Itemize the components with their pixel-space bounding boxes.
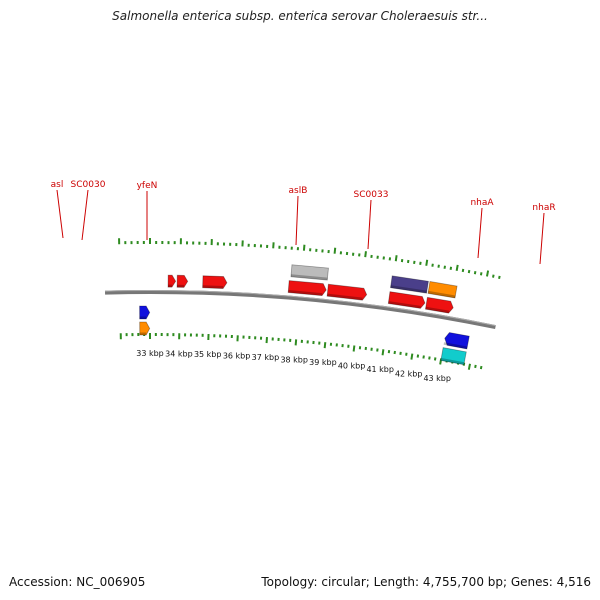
gene-label-texts: asl SC0030 yfeN aslB SC0033 nhaA nhaR <box>51 180 556 213</box>
backbone-highlight <box>104 290 496 327</box>
gene-shade <box>290 274 328 281</box>
outer-tick <box>443 265 446 269</box>
gene-label-yfeN: yfeN <box>137 181 158 191</box>
gene-shade <box>390 285 427 294</box>
gene-label-lines <box>56 189 545 265</box>
gene-SC0033 <box>326 283 368 301</box>
gene-aslB-gray <box>290 264 329 281</box>
kbp-label: 40 kbp <box>338 361 366 370</box>
label-line-nhaA <box>477 207 483 259</box>
outer-tick <box>455 264 459 272</box>
gene-label-SC0030: SC0030 <box>71 180 106 190</box>
gene-label-SC0033: SC0033 <box>354 190 389 200</box>
gene-label-asl: asl <box>51 180 64 190</box>
gene-gene-1 <box>167 274 177 288</box>
gene-shade <box>327 293 363 301</box>
gene-shade <box>443 342 468 349</box>
outer-tick <box>449 266 453 270</box>
genome-stats-text: Topology: circular; Length: 4,755,700 bp… <box>261 575 591 589</box>
kbp-label: 43 kbp <box>423 374 451 383</box>
gene-shade <box>440 357 465 365</box>
gene-orange-left <box>139 321 151 336</box>
gene-shade <box>288 290 323 296</box>
inner-tick <box>462 362 466 366</box>
gene-blue-right <box>444 332 470 350</box>
gene-nhaR <box>425 296 454 314</box>
gene-yfeN <box>202 275 228 289</box>
outer-tick <box>485 270 490 277</box>
inner-tick <box>474 364 477 369</box>
gene-gene-2 <box>176 274 189 288</box>
outer-tick <box>473 271 477 275</box>
gene-shade <box>428 290 456 298</box>
outer-tick <box>425 259 429 266</box>
kbp-label: 39 kbp <box>309 358 337 367</box>
gene-nhaA <box>387 291 426 309</box>
outer-tick <box>461 268 465 273</box>
gene-shade <box>425 306 450 314</box>
outer-tick-marks <box>118 238 501 280</box>
label-line-SC0030 <box>81 189 89 241</box>
gene-shade <box>139 316 147 320</box>
label-line-aslB <box>295 195 299 246</box>
inner-tick <box>381 349 385 356</box>
backbone-line <box>104 290 496 330</box>
gene-shade <box>177 284 185 288</box>
kbp-scale-labels: 33 kbp 34 kbp 35 kbp 36 kbp 37 kbp 38 kbp 39 k… <box>136 349 451 383</box>
gene-shade <box>168 284 172 288</box>
outer-tick <box>364 251 367 258</box>
gene-features <box>139 264 470 366</box>
gene-aslB <box>287 280 327 297</box>
gene-blue-left <box>139 305 151 320</box>
inner-tick <box>294 339 298 346</box>
inner-tick <box>467 363 471 370</box>
gene-nhaR-orange <box>427 281 458 299</box>
outer-tick <box>498 275 501 280</box>
outer-tick <box>479 272 483 276</box>
kbp-label: 38 kbp <box>280 355 308 364</box>
kbp-label: 41 kbp <box>366 365 394 374</box>
kbp-label: 37 kbp <box>252 353 280 362</box>
label-line-nhaR <box>539 212 545 265</box>
accession-text: Accession: NC_006905 <box>9 575 146 589</box>
gene-cyan-right <box>440 347 467 366</box>
gene-label-nhaR: nhaR <box>532 203 555 213</box>
kbp-label: 42 kbp <box>395 369 423 378</box>
inner-tick <box>433 357 437 361</box>
outer-tick <box>467 269 471 274</box>
inner-tick <box>323 342 327 349</box>
gene-shade <box>139 332 147 336</box>
label-line-asl <box>56 189 64 239</box>
kbp-label: 35 kbp <box>194 350 222 359</box>
kbp-label: 34 kbp <box>165 349 193 358</box>
label-line-SC0033 <box>367 199 372 250</box>
map-title: Salmonella enterica subsp. enterica sero… <box>112 9 488 23</box>
gene-nhaA-purple <box>390 275 429 294</box>
inner-tick <box>428 356 431 360</box>
inner-tick <box>479 365 483 370</box>
outer-tick <box>333 247 337 254</box>
inner-tick <box>352 345 356 352</box>
gene-label-aslB: aslB <box>289 186 308 196</box>
gene-shade <box>202 285 224 289</box>
inner-tick <box>410 353 414 360</box>
kbp-label: 33 kbp <box>136 349 164 358</box>
gene-label-nhaA: nhaA <box>470 198 494 208</box>
outer-tick <box>302 244 306 251</box>
outer-tick <box>492 274 495 278</box>
genome-backbone <box>104 290 496 330</box>
kbp-label: 36 kbp <box>223 351 251 360</box>
outer-tick <box>394 255 398 262</box>
gene-shade <box>388 301 421 309</box>
